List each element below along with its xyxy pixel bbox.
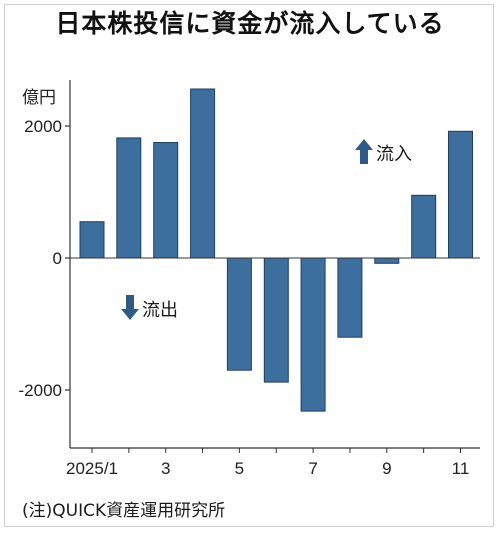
bar-4 bbox=[190, 88, 216, 259]
x-tick-label: 3 bbox=[161, 459, 170, 478]
bar-9 bbox=[374, 257, 400, 264]
bar-3 bbox=[153, 142, 179, 259]
x-tick-label: 2025/1 bbox=[66, 459, 118, 478]
inflow-label: 流入 bbox=[376, 144, 412, 165]
down-arrow-icon bbox=[121, 295, 139, 320]
inflow-annotation: 流入 bbox=[355, 139, 412, 165]
y-tick-label: 2000 bbox=[24, 117, 62, 136]
y-unit-label: 億円 bbox=[22, 88, 56, 108]
y-tick-label: -2000 bbox=[19, 381, 62, 400]
axes-group: 2000 0 -2000 2025/1 3 5 7 9 11 bbox=[19, 80, 480, 478]
x-tick-label: 9 bbox=[382, 459, 391, 478]
chart-title: 日本株投信に資金が流入している bbox=[55, 9, 445, 38]
y-tick-label: 0 bbox=[53, 249, 62, 268]
bar-5 bbox=[226, 257, 252, 371]
source-note: (注)QUICK資産運用研究所 bbox=[22, 501, 226, 521]
bar-7 bbox=[300, 257, 326, 412]
bar-10 bbox=[411, 194, 437, 259]
outflow-annotation: 流出 bbox=[121, 295, 178, 321]
bar-6 bbox=[263, 257, 289, 383]
bar-2 bbox=[116, 137, 142, 259]
bars-group bbox=[79, 88, 473, 412]
x-tick-label: 7 bbox=[308, 459, 317, 478]
bar-11 bbox=[448, 130, 473, 259]
bar-2025-1 bbox=[79, 221, 105, 259]
x-tick-label: 11 bbox=[452, 459, 470, 478]
up-arrow-icon bbox=[355, 139, 373, 164]
x-tick-label: 5 bbox=[235, 459, 244, 478]
bar-8 bbox=[337, 257, 363, 338]
outflow-label: 流出 bbox=[142, 300, 178, 321]
